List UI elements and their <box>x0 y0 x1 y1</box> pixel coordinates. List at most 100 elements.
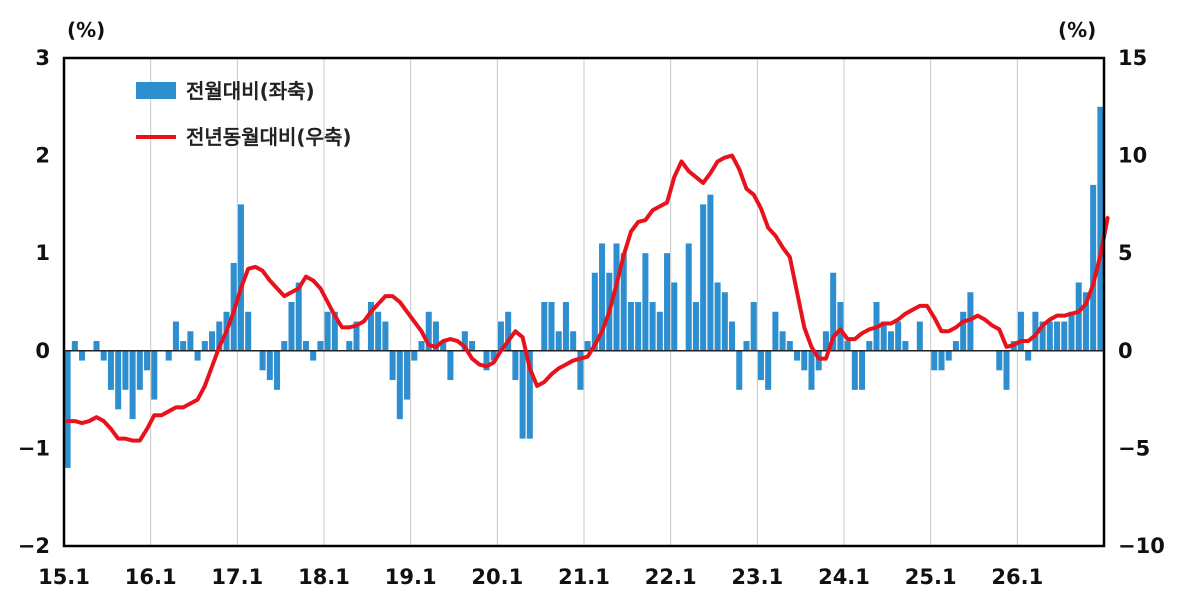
bar-116 <box>902 341 909 351</box>
x-tick-label: 22.1 <box>645 565 697 589</box>
bar-84 <box>671 282 678 351</box>
yoy-line <box>65 153 1110 443</box>
bar-31 <box>288 302 295 351</box>
bar-129 <box>996 350 1003 371</box>
bar-70 <box>570 331 577 351</box>
bar-46 <box>396 350 403 420</box>
right-tick-label: −10 <box>1118 534 1165 558</box>
bar-88 <box>700 204 707 351</box>
bar-139 <box>1068 311 1075 351</box>
bar-76 <box>613 243 620 351</box>
bar-80 <box>642 253 649 351</box>
bar-107 <box>837 302 844 351</box>
bar-33 <box>302 341 309 351</box>
bar-42 <box>367 302 374 351</box>
bar-100 <box>786 341 793 351</box>
x-tick-label: 20.1 <box>471 565 523 589</box>
bar-66 <box>541 302 548 351</box>
bar-64 <box>526 350 533 439</box>
bar-93 <box>736 350 743 390</box>
bar-89 <box>707 194 714 351</box>
bar-94 <box>743 341 750 351</box>
bar-48 <box>411 350 418 361</box>
bar-68 <box>555 331 562 351</box>
bar-134 <box>1032 311 1039 351</box>
bar-122 <box>945 350 952 361</box>
bar-79 <box>635 302 642 351</box>
bar-47 <box>404 350 411 400</box>
bar-16 <box>180 341 187 351</box>
bar-99 <box>779 331 786 351</box>
bar-1 <box>71 341 78 351</box>
bar-111 <box>866 341 873 351</box>
bar-108 <box>844 341 851 351</box>
bar-4 <box>93 341 100 351</box>
legend-bar-swatch <box>136 82 176 99</box>
bar-115 <box>895 321 902 351</box>
bar-113 <box>880 321 887 351</box>
bar-20 <box>209 331 216 351</box>
bar-37 <box>331 311 338 351</box>
bar-56 <box>469 341 476 351</box>
x-tick-label: 23.1 <box>731 565 783 589</box>
right-tick-label: 0 <box>1118 339 1133 363</box>
bar-130 <box>1003 350 1010 390</box>
bar-18 <box>194 350 201 361</box>
bar-43 <box>375 311 382 351</box>
bar-7 <box>115 350 122 410</box>
right-tick-label: 10 <box>1118 144 1147 168</box>
bar-52 <box>440 341 447 351</box>
right-tick-label: 15 <box>1118 46 1147 70</box>
x-tick-label: 24.1 <box>818 565 870 589</box>
bar-10 <box>136 350 143 390</box>
bar-78 <box>627 302 634 351</box>
bar-14 <box>165 350 172 361</box>
bar-34 <box>310 350 317 361</box>
bar-25 <box>245 311 252 351</box>
bar-17 <box>187 331 194 351</box>
bar-2 <box>79 350 86 361</box>
right-tick-label: −5 <box>1118 436 1150 460</box>
left-tick-label: −1 <box>18 436 50 460</box>
bar-118 <box>916 321 923 351</box>
bar-72 <box>584 341 591 351</box>
bar-109 <box>851 350 858 390</box>
bar-74 <box>599 243 606 351</box>
bar-21 <box>216 321 223 351</box>
left-tick-label: −2 <box>18 534 50 558</box>
x-tick-label: 15.1 <box>38 565 90 589</box>
bar-98 <box>772 311 779 351</box>
bar-83 <box>664 253 671 351</box>
x-tick-label: 21.1 <box>558 565 610 589</box>
bar-8 <box>122 350 129 390</box>
bar-40 <box>353 321 360 351</box>
bar-44 <box>382 321 389 351</box>
bar-51 <box>432 321 439 351</box>
bar-114 <box>887 331 894 351</box>
bar-19 <box>201 341 208 351</box>
bar-86 <box>685 243 692 351</box>
bar-142 <box>1090 184 1097 351</box>
bar-133 <box>1025 350 1032 361</box>
bar-12 <box>151 350 158 400</box>
bar-35 <box>317 341 324 351</box>
bar-95 <box>750 302 757 351</box>
bar-92 <box>729 321 736 351</box>
bar-140 <box>1075 282 1082 351</box>
x-tick-label: 19.1 <box>385 565 437 589</box>
legend: 전월대비(좌축) 전년동월대비(우축) <box>136 79 351 149</box>
bar-0 <box>64 350 71 468</box>
bar-103 <box>808 350 815 390</box>
bar-77 <box>620 253 627 351</box>
bar-50 <box>425 311 432 351</box>
bar-58 <box>483 350 490 371</box>
bar-105 <box>822 331 829 351</box>
bar-138 <box>1061 321 1068 351</box>
bar-90 <box>714 282 721 351</box>
bar-63 <box>519 350 526 439</box>
bar-60 <box>497 321 504 351</box>
bar-30 <box>281 341 288 351</box>
bar-49 <box>418 341 425 351</box>
left-tick-label: 2 <box>35 144 50 168</box>
bar-110 <box>859 350 866 390</box>
